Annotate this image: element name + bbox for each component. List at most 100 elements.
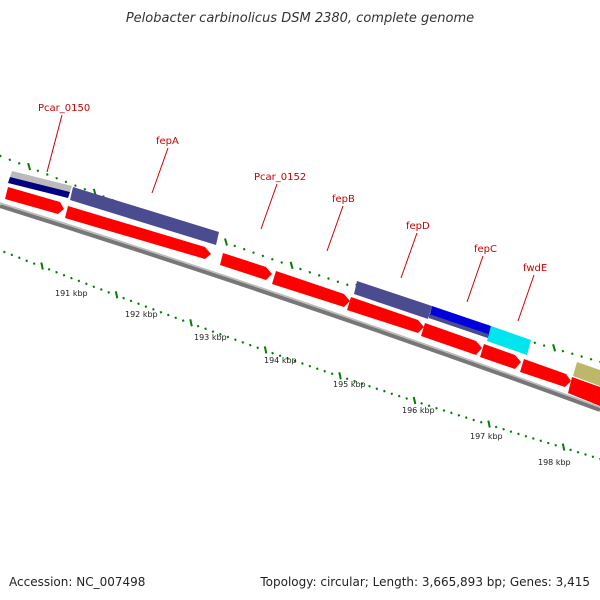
- minor-tick: [233, 244, 237, 248]
- minor-scale-tick: [576, 450, 580, 454]
- minor-scale-tick: [509, 430, 513, 433]
- minor-scale-tick: [569, 448, 572, 452]
- cds-arrow: [347, 297, 424, 333]
- minor-scale-tick: [137, 302, 140, 306]
- cds-arrow: [520, 359, 571, 387]
- tick-label: 194 kbp: [264, 356, 297, 365]
- leader-line: [46, 114, 63, 173]
- genome-backbone: [0, 204, 600, 412]
- major-scale-tick: [561, 443, 566, 451]
- minor-scale-tick: [330, 372, 334, 376]
- minor-scale-tick: [166, 313, 170, 317]
- minor-scale-tick: [360, 382, 364, 386]
- minor-scale-tick: [591, 455, 595, 459]
- minor-scale-tick: [77, 279, 81, 283]
- minor-scale-tick: [70, 276, 73, 280]
- minor-tick: [299, 267, 302, 271]
- minor-tick: [36, 169, 40, 173]
- minor-scale-tick: [55, 270, 58, 274]
- minor-tick: [55, 176, 58, 180]
- tick-label: 191 kbp: [55, 289, 88, 298]
- minor-scale-tick: [248, 343, 252, 347]
- minor-scale-tick: [204, 327, 207, 331]
- minor-scale-tick: [211, 330, 215, 333]
- minor-tick: [261, 254, 265, 258]
- minor-tick: [64, 180, 68, 184]
- major-scale-tick: [487, 420, 491, 428]
- minor-tick: [345, 283, 349, 287]
- leader-line: [326, 205, 344, 252]
- map-title: Pelobacter carbinolicus DSM 2380, comple…: [126, 11, 474, 26]
- minor-scale-tick: [3, 250, 6, 254]
- feature-bar-olive: [573, 362, 600, 386]
- minor-scale-tick: [315, 367, 319, 371]
- minor-scale-tick: [122, 296, 125, 300]
- minor-scale-tick: [517, 432, 520, 436]
- minor-scale-tick: [368, 384, 371, 388]
- minor-scale-tick: [494, 425, 498, 429]
- minor-scale-tick: [405, 397, 409, 400]
- minor-scale-tick: [32, 262, 36, 265]
- minor-scale-tick: [219, 332, 222, 336]
- leader-line: [466, 255, 484, 303]
- tick-label: 192 kbp: [125, 310, 158, 319]
- minor-scale-tick: [107, 291, 111, 294]
- minor-scale-tick: [502, 427, 505, 431]
- minor-scale-tick: [450, 411, 453, 415]
- leader-line: [151, 147, 169, 194]
- minor-scale-tick: [85, 282, 88, 286]
- scale-labels: 191 kbp 192 kbp 193 kbp 194 kbp 195 kbp …: [55, 289, 571, 467]
- minor-tick: [561, 349, 565, 353]
- minor-scale-tick: [47, 268, 51, 271]
- topology-text: Topology: circular; Length: 3,665,893 bp…: [259, 575, 590, 589]
- minor-scale-tick: [256, 346, 260, 350]
- minor-scale-tick: [479, 420, 483, 424]
- minor-scale-tick: [278, 354, 282, 358]
- minor-scale-tick: [241, 341, 245, 344]
- minor-scale-tick: [420, 402, 423, 405]
- major-tick: [224, 238, 228, 246]
- leader-line: [260, 183, 278, 230]
- major-tick: [289, 261, 294, 270]
- minor-tick: [533, 341, 537, 345]
- gene-label: fepB: [332, 194, 355, 205]
- gene-label: fepA: [156, 136, 179, 147]
- feature-track-outer: [8, 171, 600, 386]
- minor-scale-tick: [435, 406, 438, 410]
- minor-scale-tick: [301, 362, 304, 365]
- minor-scale-tick: [345, 377, 349, 381]
- cds-arrow: [480, 344, 521, 369]
- minor-tick: [336, 280, 340, 284]
- leader-line: [517, 274, 535, 322]
- minor-scale-tick: [554, 443, 558, 447]
- minor-scale-tick: [308, 364, 312, 368]
- accession-text: Accession: NC_007498: [9, 575, 145, 589]
- major-scale-tick: [40, 262, 44, 270]
- minor-scale-tick: [99, 288, 103, 291]
- cds-arrow: [65, 206, 211, 259]
- minor-scale-tick: [427, 404, 431, 408]
- leader-line: [400, 232, 418, 279]
- minor-tick: [570, 352, 574, 356]
- minor-scale-tick: [539, 439, 543, 443]
- scale-tick-ring: [3, 250, 600, 461]
- minor-scale-tick: [442, 409, 446, 412]
- major-scale-tick: [412, 396, 417, 405]
- cds-arrow: [421, 323, 482, 355]
- gene-label: fwdE: [523, 263, 547, 274]
- gene-labels: Pcar_0150 fepA Pcar_0152 fepB fepD fepC …: [38, 103, 547, 322]
- minor-tick: [308, 270, 312, 274]
- gene-label: fepC: [474, 244, 497, 255]
- minor-tick: [542, 344, 546, 347]
- minor-scale-tick: [92, 285, 96, 289]
- minor-scale-tick: [390, 392, 394, 396]
- minor-tick: [589, 357, 593, 361]
- feature-bar-fepA: [70, 187, 219, 245]
- tick-label: 197 kbp: [470, 432, 503, 441]
- minor-tick: [242, 247, 246, 251]
- minor-scale-tick: [25, 259, 29, 263]
- tick-label: 195 kbp: [333, 380, 366, 389]
- minor-scale-tick: [226, 335, 230, 339]
- minor-scale-tick: [293, 359, 297, 363]
- minor-scale-tick: [382, 389, 386, 393]
